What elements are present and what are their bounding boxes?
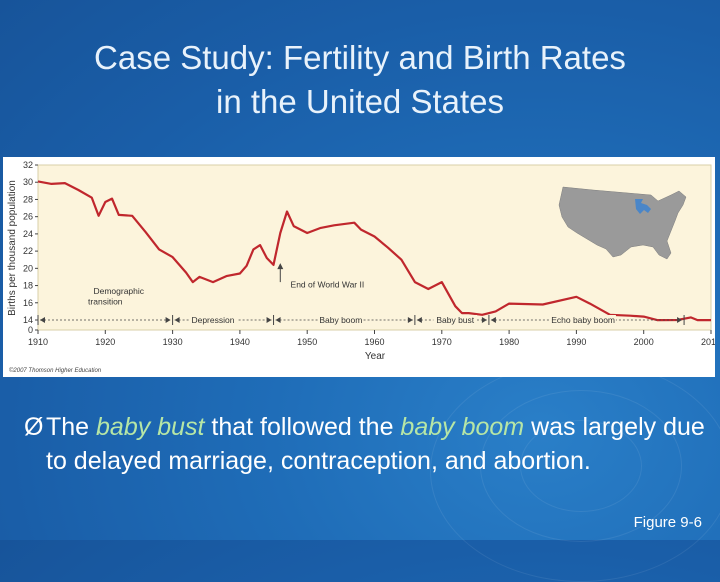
- period-arrow-left: [416, 317, 422, 323]
- annotation-background: [433, 315, 478, 325]
- x-tick-label: 2000: [634, 337, 654, 347]
- period-arrow-right: [481, 317, 487, 323]
- period-arrow-left: [275, 317, 281, 323]
- x-tick-label: 1970: [432, 337, 452, 347]
- birth-rate-line: [37, 180, 711, 322]
- x-tick-label: 1950: [297, 337, 317, 347]
- figure-label: Figure 9-6: [633, 514, 702, 531]
- great-lakes: [635, 199, 651, 214]
- chart-panel: Births per thousand population Year ©200…: [3, 157, 715, 377]
- x-tick-label: 1960: [364, 337, 384, 347]
- bullet-emphasis-baby-bust: baby bust: [96, 413, 205, 441]
- chart-annotation: Baby bust: [436, 315, 474, 325]
- x-axis-label: Year: [365, 351, 386, 362]
- y-tick-label: 14: [23, 315, 33, 325]
- bullet-text: The baby bust that followed the baby boo…: [46, 410, 706, 478]
- x-tick-label: 1990: [566, 337, 586, 347]
- us-map: [558, 186, 687, 260]
- chart-annotation: Depression: [191, 315, 234, 325]
- x-tick-label: 1940: [230, 337, 250, 347]
- title-line-1: Case Study: Fertility and Birth Rates: [94, 39, 626, 76]
- annotation-background: [188, 315, 237, 325]
- x-tick-label: 1910: [28, 337, 48, 347]
- chart-annotation: Demographic: [93, 286, 144, 296]
- copyright-text: ©2007 Thomson Higher Education: [9, 367, 102, 374]
- y-tick-label: 32: [23, 160, 33, 170]
- y-tick-label: 0: [28, 325, 33, 335]
- period-arrow-right: [677, 317, 683, 323]
- annotation-background: [319, 315, 363, 325]
- period-arrow-left: [40, 317, 45, 323]
- period-arrow-right: [165, 317, 171, 323]
- y-tick-label: 16: [23, 298, 33, 308]
- y-tick-label: 20: [23, 263, 33, 273]
- x-tick-label: 2010: [701, 337, 715, 347]
- y-tick-label: 24: [23, 229, 33, 239]
- title-line-2: in the United States: [215, 83, 504, 120]
- chart-annotation: End of World War II: [291, 279, 365, 289]
- y-axis-label: Births per thousand population: [7, 180, 18, 316]
- us-map-shape: [558, 186, 687, 260]
- period-arrow-left: [174, 317, 180, 323]
- y-tick-label: 30: [23, 177, 33, 187]
- y-tick-label: 18: [23, 281, 33, 291]
- bullet-part-2: that followed the: [204, 413, 401, 441]
- bullet-emphasis-baby-boom: baby boom: [400, 413, 525, 441]
- ww2-arrow-head: [277, 263, 284, 270]
- x-tick-label: 1980: [499, 337, 519, 347]
- bullet-part-3: was largely due to delayed marriage, con…: [46, 413, 705, 475]
- period-arrow-right: [407, 317, 413, 323]
- y-tick-label: 26: [23, 212, 33, 222]
- period-arrow-left: [490, 317, 496, 323]
- y-tick-label: 28: [23, 194, 33, 204]
- y-tick-label: 22: [23, 246, 33, 256]
- bullet-arrow-icon: Ø: [24, 413, 44, 441]
- chart-annotation: Baby boom: [319, 315, 362, 325]
- birth-rate-chart: Births per thousand population Year ©200…: [7, 160, 715, 374]
- x-tick-label: 1920: [95, 337, 115, 347]
- annotation-background: [550, 315, 616, 325]
- slide-title: Case Study: Fertility and Birth Rates in…: [20, 36, 700, 124]
- chart-annotation: Echo baby boom: [551, 315, 615, 325]
- x-tick-label: 1930: [163, 337, 183, 347]
- period-arrow-right: [266, 317, 272, 323]
- chart-annotation: transition: [88, 297, 123, 307]
- ripple-decoration: [520, 420, 642, 512]
- bullet-part-1: The: [46, 413, 97, 441]
